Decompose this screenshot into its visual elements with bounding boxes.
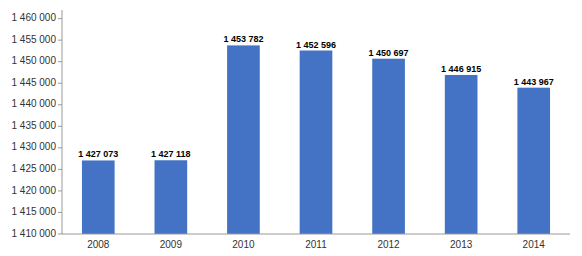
y-tick [58, 190, 62, 191]
data-label: 1 446 915 [441, 64, 481, 74]
x-tick-label: 2008 [87, 239, 110, 250]
y-tick [58, 169, 62, 170]
y-tick-label: 1 455 000 [12, 34, 57, 45]
bars [82, 45, 550, 234]
y-tick-label: 1 420 000 [12, 185, 57, 196]
x-tick-label: 2009 [160, 239, 183, 250]
data-label: 1 452 596 [296, 40, 336, 50]
bar [372, 59, 405, 234]
y-tick [58, 147, 62, 148]
data-label: 1 427 073 [78, 149, 118, 159]
y-axis-line [62, 10, 63, 234]
x-tick-label: 2013 [450, 239, 473, 250]
bar [155, 160, 188, 234]
x-tick-label: 2014 [523, 239, 546, 250]
y-tick [58, 40, 62, 41]
y-tick [58, 18, 62, 19]
y-tick-label: 1 415 000 [12, 206, 57, 217]
bar [445, 75, 478, 234]
bar [82, 160, 115, 234]
bar [227, 45, 260, 234]
y-tick-label: 1 460 000 [12, 12, 57, 23]
y-tick-label: 1 440 000 [12, 98, 57, 109]
x-tick-label: 2010 [232, 239, 255, 250]
y-tick [58, 104, 62, 105]
data-label: 1 453 782 [223, 34, 263, 44]
chart: 1 410 000 1 415 000 1 420 000 1 425 000 1 43… [0, 0, 582, 256]
y-tick-label: 1 410 000 [12, 228, 57, 239]
x-tick-label: 2011 [305, 239, 327, 250]
y-tick-label: 1 430 000 [12, 141, 57, 152]
y-tick-label: 1 435 000 [12, 120, 57, 131]
y-tick [58, 212, 62, 213]
y-tick [58, 83, 62, 84]
y-tick [58, 126, 62, 127]
x-axis-line [62, 234, 570, 235]
y-tick-label: 1 450 000 [12, 55, 57, 66]
data-label: 1 443 967 [514, 77, 554, 87]
y-tick [58, 234, 62, 235]
y-tick [58, 61, 62, 62]
data-label: 1 427 118 [151, 149, 191, 159]
bar [300, 51, 333, 234]
bar [517, 88, 550, 234]
y-tick-label: 1 445 000 [12, 77, 57, 88]
y-tick-label: 1 425 000 [12, 163, 57, 174]
x-tick-label: 2012 [377, 239, 400, 250]
data-label: 1 450 697 [369, 48, 409, 58]
